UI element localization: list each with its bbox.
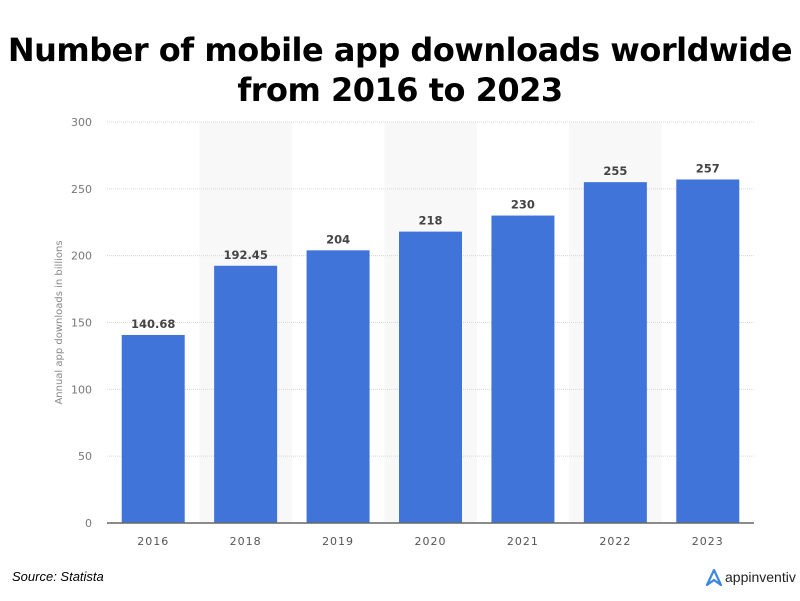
bar-2016 (121, 334, 185, 523)
x-tick-label: 2022 (599, 535, 631, 548)
appinventiv-logo-icon (705, 568, 723, 586)
bar-2021 (491, 215, 555, 524)
y-tick-label: 200 (71, 250, 92, 263)
x-tick-label: 2020 (415, 535, 447, 548)
data-label: 218 (418, 214, 442, 228)
x-tick-label: 2021 (507, 535, 539, 548)
brand-name: appinventiv (725, 569, 796, 585)
source-note: Source: Statista (12, 569, 104, 584)
data-label: 204 (326, 232, 350, 246)
bar-2020 (399, 231, 462, 523)
chart-title: Number of mobile app downloads worldwide… (7, 31, 793, 109)
bar-2023 (676, 179, 740, 523)
y-tick-label: 50 (78, 450, 92, 463)
data-label: 255 (603, 164, 627, 178)
y-tick-label: 250 (71, 183, 92, 196)
data-label: 192.45 (223, 248, 267, 262)
data-label: 257 (696, 161, 720, 175)
data-label: 140.68 (131, 317, 175, 331)
y-axis-label: Annual app downloads in billions (54, 240, 65, 404)
x-tick-label: 2019 (322, 535, 354, 548)
brand-logo: appinventiv (705, 568, 796, 586)
y-tick-label: 0 (85, 517, 92, 530)
bar-2018 (214, 265, 278, 523)
bar-2022 (583, 182, 647, 523)
data-label: 230 (511, 198, 535, 212)
bar-2019 (306, 250, 370, 523)
x-tick-label: 2023 (692, 535, 724, 548)
y-tick-label: 150 (71, 317, 92, 330)
x-tick-label: 2018 (230, 535, 262, 548)
y-tick-label: 300 (71, 116, 92, 129)
y-tick-label: 100 (71, 383, 92, 396)
x-tick-label: 2016 (137, 535, 169, 548)
